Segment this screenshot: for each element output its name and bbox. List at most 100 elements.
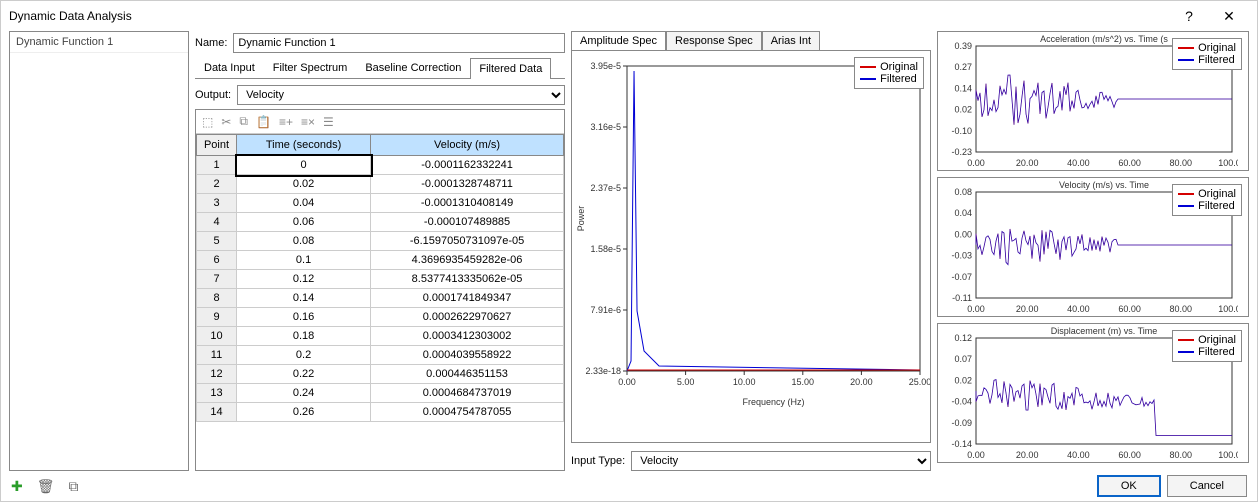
table-row[interactable]: 60.14.3696935459282e-06 [197, 251, 564, 270]
cell-velocity[interactable]: -0.0001162332241 [371, 156, 564, 175]
cell-time[interactable]: 0.06 [237, 213, 371, 232]
col-header-time[interactable]: Time (seconds) [237, 135, 371, 156]
cell-time[interactable]: 0.22 [237, 365, 371, 384]
legend-item: Original [860, 61, 918, 73]
cell-time[interactable]: 0.18 [237, 327, 371, 346]
function-list-item[interactable]: Dynamic Function 1 [10, 32, 188, 53]
name-label: Name: [195, 37, 227, 49]
svg-text:0.02: 0.02 [954, 375, 972, 385]
paste-icon[interactable]: 📋 [256, 115, 271, 129]
table-row[interactable]: 140.260.0004754787055 [197, 403, 564, 422]
row-number[interactable]: 5 [197, 232, 237, 251]
output-select[interactable]: Velocity [237, 85, 565, 105]
table-row[interactable]: 50.08-6.1597050731097e-05 [197, 232, 564, 251]
close-icon[interactable]: ✕ [1209, 8, 1249, 25]
cell-velocity[interactable]: -6.1597050731097e-05 [371, 232, 564, 251]
cell-time[interactable]: 0.2 [237, 346, 371, 365]
row-number[interactable]: 14 [197, 403, 237, 422]
main-chart: 2.33e-187.91e-61.58e-52.37e-53.16e-53.95… [571, 50, 931, 443]
row-number[interactable]: 6 [197, 251, 237, 270]
grid-scroll[interactable]: Point Time (seconds) Velocity (m/s) 10-0… [196, 134, 564, 470]
select-icon[interactable]: ⬚ [202, 115, 213, 129]
cell-time[interactable]: 0.16 [237, 308, 371, 327]
footer: ✚ 🗑 ⧉ OK Cancel [1, 471, 1257, 501]
cell-velocity[interactable]: -0.0001328748711 [371, 175, 564, 194]
svg-text:Frequency (Hz): Frequency (Hz) [742, 397, 804, 407]
cell-velocity[interactable]: 0.0004039558922 [371, 346, 564, 365]
table-row[interactable]: 110.20.0004039558922 [197, 346, 564, 365]
tab-data-input[interactable]: Data Input [195, 57, 264, 78]
table-row[interactable]: 40.06-0.000107489885 [197, 213, 564, 232]
row-number[interactable]: 9 [197, 308, 237, 327]
svg-text:0.00: 0.00 [967, 304, 985, 314]
delete-row-icon[interactable]: ≡× [301, 115, 315, 129]
cell-velocity[interactable]: 4.3696935459282e-06 [371, 251, 564, 270]
row-number[interactable]: 2 [197, 175, 237, 194]
chart-tab-amplitude-spec[interactable]: Amplitude Spec [571, 31, 666, 50]
row-number[interactable]: 10 [197, 327, 237, 346]
table-row[interactable]: 130.240.0004684737019 [197, 384, 564, 403]
cell-velocity[interactable]: -0.0001310408149 [371, 194, 564, 213]
cell-velocity[interactable]: 0.0002622970627 [371, 308, 564, 327]
cell-velocity[interactable]: 0.0001741849347 [371, 289, 564, 308]
table-row[interactable]: 10-0.0001162332241 [197, 156, 564, 175]
row-number[interactable]: 11 [197, 346, 237, 365]
row-number[interactable]: 13 [197, 384, 237, 403]
table-row[interactable]: 90.160.0002622970627 [197, 308, 564, 327]
row-number[interactable]: 8 [197, 289, 237, 308]
cell-time[interactable]: 0.02 [237, 175, 371, 194]
table-row[interactable]: 20.02-0.0001328748711 [197, 175, 564, 194]
tab-baseline-correction[interactable]: Baseline Correction [356, 57, 470, 78]
help-icon[interactable]: ? [1169, 8, 1209, 24]
svg-text:0.39: 0.39 [954, 41, 972, 51]
chart-tab-arias-int[interactable]: Arias Int [762, 31, 820, 50]
row-number[interactable]: 3 [197, 194, 237, 213]
cell-velocity[interactable]: -0.000107489885 [371, 213, 564, 232]
delete-icon[interactable]: 🗑 [37, 478, 55, 495]
duplicate-icon[interactable]: ⧉ [69, 478, 79, 495]
add-icon[interactable]: ✚ [11, 478, 23, 495]
cell-time[interactable]: 0.14 [237, 289, 371, 308]
svg-text:0.14: 0.14 [954, 83, 972, 93]
table-row[interactable]: 100.180.0003412303002 [197, 327, 564, 346]
cell-time[interactable]: 0.24 [237, 384, 371, 403]
col-header-velocity[interactable]: Velocity (m/s) [371, 135, 564, 156]
row-number[interactable]: 7 [197, 270, 237, 289]
input-type-label: Input Type: [571, 455, 625, 467]
chart-tab-response-spec[interactable]: Response Spec [666, 31, 762, 50]
cell-time[interactable]: 0.08 [237, 232, 371, 251]
svg-text:25.00: 25.00 [909, 377, 930, 387]
col-header-point[interactable]: Point [197, 135, 237, 156]
cell-velocity[interactable]: 0.0003412303002 [371, 327, 564, 346]
name-input[interactable] [233, 33, 565, 53]
cell-time[interactable]: 0.12 [237, 270, 371, 289]
cell-time[interactable]: 0.26 [237, 403, 371, 422]
tab-filter-spectrum[interactable]: Filter Spectrum [264, 57, 357, 78]
input-type-select[interactable]: Velocity [631, 451, 931, 471]
row-number[interactable]: 12 [197, 365, 237, 384]
cell-time[interactable]: 0 [237, 156, 371, 175]
cell-time[interactable]: 0.1 [237, 251, 371, 270]
table-row[interactable]: 30.04-0.0001310408149 [197, 194, 564, 213]
table-row[interactable]: 120.220.000446351153 [197, 365, 564, 384]
cell-velocity[interactable]: 0.0004754787055 [371, 403, 564, 422]
insert-row-icon[interactable]: ≡+ [279, 115, 293, 129]
options-icon[interactable]: ☰ [323, 115, 334, 129]
row-number[interactable]: 1 [197, 156, 237, 175]
table-row[interactable]: 80.140.0001741849347 [197, 289, 564, 308]
svg-text:10.00: 10.00 [733, 377, 756, 387]
cut-icon[interactable]: ✂ [221, 115, 231, 129]
cell-velocity[interactable]: 8.5377413335062e-05 [371, 270, 564, 289]
copy-icon[interactable]: ⧉ [239, 114, 248, 129]
row-number[interactable]: 4 [197, 213, 237, 232]
cell-velocity[interactable]: 0.0004684737019 [371, 384, 564, 403]
svg-text:0.08: 0.08 [954, 187, 972, 197]
ok-button[interactable]: OK [1097, 475, 1161, 497]
cell-time[interactable]: 0.04 [237, 194, 371, 213]
table-row[interactable]: 70.128.5377413335062e-05 [197, 270, 564, 289]
svg-text:60.00: 60.00 [1118, 304, 1141, 314]
chart-tabs: Amplitude SpecResponse SpecArias Int [571, 31, 931, 50]
tab-filtered-data[interactable]: Filtered Data [470, 58, 551, 79]
cancel-button[interactable]: Cancel [1167, 475, 1247, 497]
cell-velocity[interactable]: 0.000446351153 [371, 365, 564, 384]
